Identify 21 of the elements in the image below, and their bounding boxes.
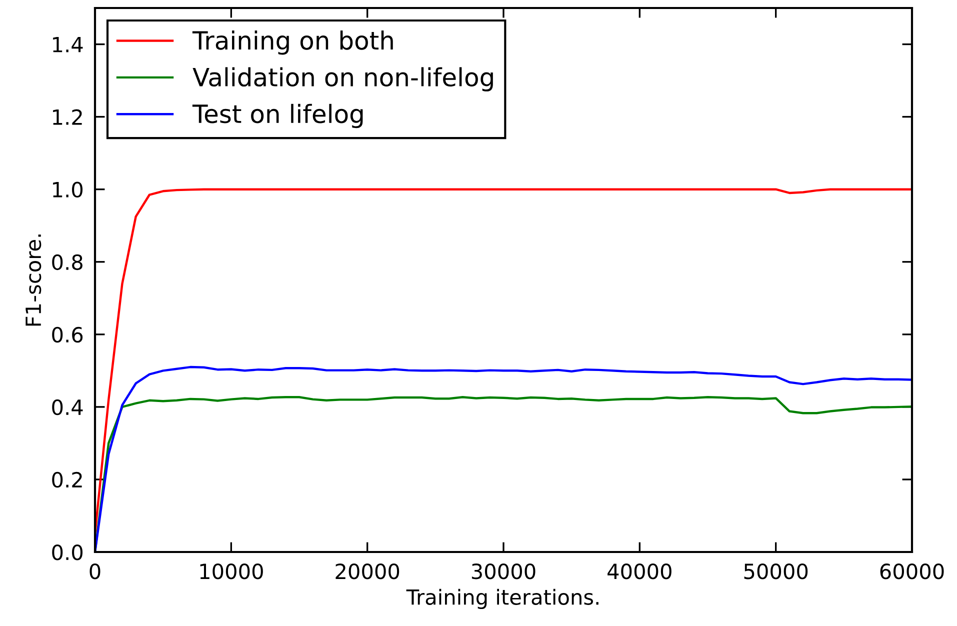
x-tick-label: 10000: [200, 563, 263, 580]
y-tick-label: 1.4: [53, 36, 83, 52]
y-tick-label: 0.6: [52, 326, 83, 343]
legend-label: Test on lifelog: [192, 104, 363, 128]
x-tick-label: 50000: [744, 563, 808, 580]
x-tick-label: 60000: [880, 563, 944, 580]
y-tick-label: 1.2: [53, 109, 82, 125]
y-tick-label: 0.4: [52, 399, 83, 416]
legend-label: Validation on non-lifelog: [192, 67, 493, 92]
x-tick-label: 30000: [472, 563, 536, 580]
x-axis-title: Training iterations.: [406, 588, 598, 609]
legend-label: Training on both: [192, 30, 393, 55]
y-tick-label: 0.8: [52, 254, 82, 270]
y-axis-title: F1-score.: [26, 234, 42, 326]
x-tick-label: 20000: [336, 563, 400, 580]
x-tick-label: 40000: [608, 563, 672, 580]
x-tick-label: 0: [90, 563, 100, 580]
y-tick-label: 1.0: [53, 182, 83, 198]
line-series: [95, 188, 912, 535]
y-tick-label: 0.0: [52, 544, 83, 560]
y-tick-label: 0.2: [52, 472, 82, 488]
